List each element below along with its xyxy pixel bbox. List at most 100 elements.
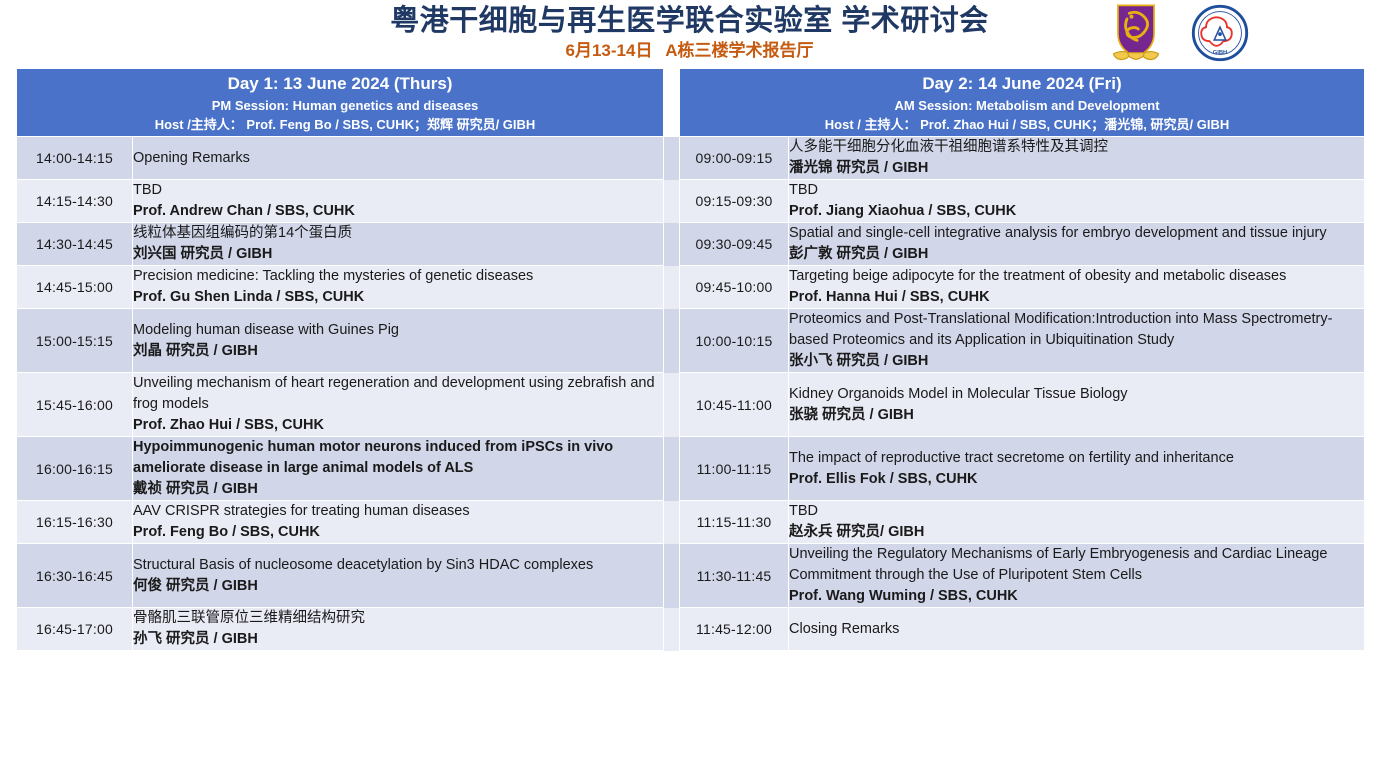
gibh-logo: GIBH <box>1191 4 1249 62</box>
session-details: Kidney Organoids Model in Molecular Tiss… <box>788 372 1365 437</box>
session-details: Spatial and single-cell integrative anal… <box>788 222 1365 266</box>
talk-speaker: 赵永兵 研究员/ GIBH <box>789 524 925 540</box>
talk-speaker: Prof. Gu Shen Linda / SBS, CUHK <box>133 289 365 305</box>
session-details: 骨骼肌三联管原位三维精细结构研究 孙飞 研究员 / GIBH <box>132 607 664 651</box>
session-details: Precision medicine: Tackling the mysteri… <box>132 265 664 309</box>
talk-title: Closing Remarks <box>789 620 900 637</box>
logo-group: GIBH <box>1107 2 1249 64</box>
session-details: Structural Basis of nucleosome deacetyla… <box>132 543 664 608</box>
talk-title: Unveiling mechanism of heart regeneratio… <box>133 375 655 412</box>
session-details: 线粒体基因组编码的第14个蛋白质 刘兴国 研究员 / GIBH <box>132 222 664 266</box>
session-time: 10:45-11:00 <box>679 372 789 437</box>
page-subtitle: 6月13-14日 A栋三楼学术报告厅 <box>0 40 1379 62</box>
talk-speaker: Prof. Jiang Xiaohua / SBS, CUHK <box>789 203 1017 219</box>
talk-title: Modeling human disease with Guines Pig <box>133 321 399 338</box>
column-gap <box>663 308 680 373</box>
talk-speaker: 彭广敦 研究员 / GIBH <box>789 246 929 262</box>
table-row: 14:45-15:00 Precision medicine: Tackling … <box>16 265 1365 309</box>
table-row: 14:15-14:30 TBD Prof. Andrew Chan / SBS, C… <box>16 179 1365 223</box>
table-row: 15:00-15:15 Modeling human disease with G… <box>16 308 1365 373</box>
talk-speaker: Prof. Ellis Fok / SBS, CUHK <box>789 470 978 487</box>
schedule-table: Day 1: 13 June 2024 (Thurs) PM Session: … <box>16 68 1365 651</box>
talk-title: Spatial and single-cell integrative anal… <box>789 225 1327 241</box>
column-gap <box>663 265 680 309</box>
column-gap <box>663 136 680 180</box>
talk-title: Opening Remarks <box>133 149 250 166</box>
session-time: 15:45-16:00 <box>16 372 133 437</box>
session-details: Unveiling the Regulatory Mechanisms of E… <box>788 543 1365 608</box>
schedule-header-row: Day 1: 13 June 2024 (Thurs) PM Session: … <box>16 68 1365 137</box>
table-row: 16:30-16:45 Structural Basis of nucleosom… <box>16 543 1365 608</box>
session-time: 10:00-10:15 <box>679 308 789 373</box>
subtitle-date: 6月13-14日 <box>565 41 653 60</box>
session-details: Unveiling mechanism of heart regeneratio… <box>132 372 664 437</box>
session-time: 09:30-09:45 <box>679 222 789 266</box>
day2-title: Day 2: 14 June 2024 (Fri) <box>922 73 1122 93</box>
column-gap <box>663 543 680 608</box>
talk-title: Kidney Organoids Model in Molecular Tiss… <box>789 385 1128 402</box>
talk-speaker: Prof. Wang Wuming / SBS, CUHK <box>789 588 1018 604</box>
session-details: 人多能干细胞分化血液干祖细胞谱系特性及其调控 潘光锦 研究员 / GIBH <box>788 136 1365 180</box>
talk-speaker: 张小飞 研究员 / GIBH <box>789 353 929 369</box>
session-details: TBD Prof. Andrew Chan / SBS, CUHK <box>132 179 664 223</box>
talk-title: Proteomics and Post-Translational Modifi… <box>789 311 1333 348</box>
banner-text-block: 粤港干细胞与再生医学联合实验室 学术研讨会 6月13-14日 A栋三楼学术报告厅 <box>0 0 1379 62</box>
table-row: 16:45-17:00 骨骼肌三联管原位三维精细结构研究 孙飞 研究员 / GIBH… <box>16 607 1365 651</box>
table-row: 14:30-14:45 线粒体基因组编码的第14个蛋白质 刘兴国 研究员 / GIB… <box>16 222 1365 266</box>
talk-title: Targeting beige adipocyte for the treatm… <box>789 268 1287 284</box>
day2-header: Day 2: 14 June 2024 (Fri) AM Session: Me… <box>679 68 1365 137</box>
column-gap <box>663 372 680 437</box>
talk-title: The impact of reproductive tract secreto… <box>789 449 1234 466</box>
talk-title: Structural Basis of nucleosome deacetyla… <box>133 556 594 573</box>
talk-title: TBD <box>133 182 162 198</box>
talk-speaker: 刘晶 研究员 / GIBH <box>133 342 258 359</box>
session-time: 16:45-17:00 <box>16 607 133 651</box>
session-time: 11:15-11:30 <box>679 500 789 544</box>
column-gap <box>663 436 680 501</box>
session-time: 09:45-10:00 <box>679 265 789 309</box>
talk-title: Unveiling the Regulatory Mechanisms of E… <box>789 546 1328 583</box>
session-details: TBD 赵永兵 研究员/ GIBH <box>788 500 1365 544</box>
table-row: 15:45-16:00 Unveiling mechanism of heart … <box>16 372 1365 437</box>
column-gap <box>663 500 680 544</box>
day1-header: Day 1: 13 June 2024 (Thurs) PM Session: … <box>16 68 664 137</box>
talk-speaker: 潘光锦 研究员 / GIBH <box>789 160 929 176</box>
session-time: 16:00-16:15 <box>16 436 133 501</box>
talk-speaker: 何俊 研究员 / GIBH <box>133 577 258 594</box>
session-time: 09:15-09:30 <box>679 179 789 223</box>
session-details: Modeling human disease with Guines Pig 刘晶… <box>132 308 664 373</box>
talk-speaker: Prof. Hanna Hui / SBS, CUHK <box>789 289 990 305</box>
talk-title: 线粒体基因组编码的第14个蛋白质 <box>133 225 353 241</box>
session-details: TBD Prof. Jiang Xiaohua / SBS, CUHK <box>788 179 1365 223</box>
talk-title: TBD <box>789 182 818 198</box>
column-gap <box>663 607 680 651</box>
session-details: Opening Remarks <box>132 136 664 180</box>
talk-title: Precision medicine: Tackling the mysteri… <box>133 268 534 284</box>
talk-speaker: Prof. Zhao Hui / SBS, CUHK <box>133 417 324 433</box>
talk-speaker: 孙飞 研究员 / GIBH <box>133 631 258 647</box>
session-details: Targeting beige adipocyte for the treatm… <box>788 265 1365 309</box>
talk-speaker: Prof. Feng Bo / SBS, CUHK <box>133 524 320 540</box>
cuhk-logo <box>1112 4 1160 61</box>
session-time: 11:45-12:00 <box>679 607 789 651</box>
session-time: 14:45-15:00 <box>16 265 133 309</box>
session-time: 14:30-14:45 <box>16 222 133 266</box>
talk-title: TBD <box>789 503 818 519</box>
subtitle-venue: A栋三楼学术报告厅 <box>665 41 814 60</box>
talk-speaker: 戴祯 研究员 / GIBH <box>133 481 258 497</box>
talk-speaker: Prof. Andrew Chan / SBS, CUHK <box>133 203 355 219</box>
session-time: 16:15-16:30 <box>16 500 133 544</box>
table-row: 16:15-16:30 AAV CRISPR strategies for tre… <box>16 500 1365 544</box>
talk-speaker: 张骁 研究员 / GIBH <box>789 406 914 423</box>
talk-title: AAV CRISPR strategies for treating human… <box>133 503 470 519</box>
column-gap <box>663 179 680 223</box>
table-row: 14:00-14:15 Opening Remarks 09:00-09:15 人多能… <box>16 136 1365 180</box>
talk-speaker: 刘兴国 研究员 / GIBH <box>133 246 273 262</box>
session-details: AAV CRISPR strategies for treating human… <box>132 500 664 544</box>
schedule-body: 14:00-14:15 Opening Remarks 09:00-09:15 人多能… <box>16 136 1365 651</box>
session-time: 09:00-09:15 <box>679 136 789 180</box>
talk-title: 骨骼肌三联管原位三维精细结构研究 <box>133 610 365 626</box>
session-time: 11:30-11:45 <box>679 543 789 608</box>
page-banner: 粤港干细胞与再生医学联合实验室 学术研讨会 6月13-14日 A栋三楼学术报告厅 <box>0 0 1379 68</box>
session-time: 15:00-15:15 <box>16 308 133 373</box>
